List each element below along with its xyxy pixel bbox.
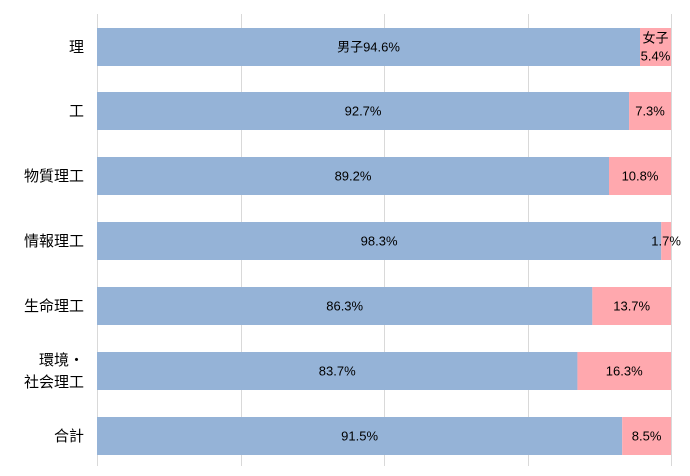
data-label-female: 13.7% bbox=[613, 299, 650, 314]
category-label: 生命理工 bbox=[24, 297, 84, 315]
data-label-female: 8.5% bbox=[632, 429, 662, 444]
category-label: 社会理工 bbox=[24, 373, 84, 391]
category-label: 情報理工 bbox=[24, 232, 84, 250]
bar-female bbox=[609, 157, 671, 195]
data-label-male: 98.3% bbox=[361, 234, 398, 249]
bar-female bbox=[577, 352, 671, 390]
category-label: 理 bbox=[69, 38, 84, 56]
data-label-female: 16.3% bbox=[606, 364, 643, 379]
category-label: 合計 bbox=[54, 427, 84, 445]
category-label: 工 bbox=[69, 102, 84, 120]
bars bbox=[97, 28, 671, 455]
bar-female bbox=[592, 287, 671, 325]
data-label-female: 5.4% bbox=[641, 49, 671, 64]
data-label-male: 男子94.6% bbox=[337, 40, 400, 55]
data-label-male: 83.7% bbox=[319, 364, 356, 379]
bar-male bbox=[97, 92, 630, 130]
data-label-male: 86.3% bbox=[326, 299, 363, 314]
data-label-male: 92.7% bbox=[345, 104, 382, 119]
bar-female bbox=[661, 222, 671, 260]
bar-male bbox=[97, 287, 593, 325]
data-label-female: 7.3% bbox=[635, 104, 665, 119]
bar-male bbox=[97, 222, 662, 260]
bar-female bbox=[622, 417, 671, 455]
bar-male bbox=[97, 352, 578, 390]
data-label-female: 女子 bbox=[642, 31, 668, 46]
data-labels: 男子94.6% 女子 5.4% 92.7% 7.3% 89.2% 10.8% 98.3% 1.7… bbox=[319, 31, 682, 444]
bar-male bbox=[97, 28, 641, 66]
category-label: 環境・ bbox=[39, 351, 84, 369]
bar-male bbox=[97, 417, 623, 455]
data-label-female: 1.7% bbox=[651, 234, 681, 249]
data-label-female: 10.8% bbox=[622, 169, 659, 184]
data-label-male: 89.2% bbox=[335, 169, 372, 184]
bar-male bbox=[97, 157, 610, 195]
data-label-male: 91.5% bbox=[341, 429, 378, 444]
bar-female bbox=[640, 28, 671, 66]
category-label: 物質理工 bbox=[24, 167, 84, 185]
bar-female bbox=[629, 92, 671, 130]
